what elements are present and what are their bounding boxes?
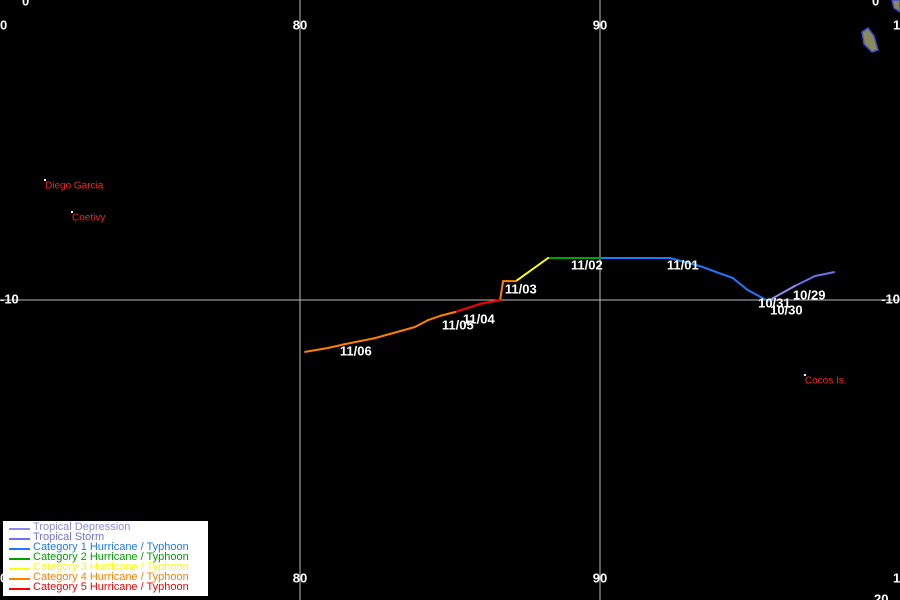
edge-label: 20 (874, 592, 888, 600)
track-segment (304, 347, 329, 353)
date-label: 10/30 (770, 303, 803, 318)
place-label: Diego Garcia (45, 180, 104, 191)
track-segment (794, 275, 817, 287)
edge-label: 1 (893, 571, 900, 586)
track-segment (479, 299, 502, 305)
track-segment (731, 277, 749, 292)
place-label: Coetivy (72, 213, 105, 224)
legend-box (3, 521, 208, 596)
date-label: 10/31 (758, 295, 791, 310)
date-label: 11/01 (667, 258, 699, 273)
place-marker (44, 179, 46, 181)
track-segment (326, 343, 346, 349)
place-label: Cocos Is. (805, 375, 847, 386)
track-segment (454, 302, 481, 313)
legend-label: Category 4 Hurricane / Typhoon (33, 571, 189, 583)
legend-label: Category 5 Hurricane / Typhoon (33, 581, 189, 593)
date-label: 11/04 (463, 312, 496, 327)
grid-label: -10 (0, 292, 19, 307)
track-segment (814, 271, 835, 277)
grid-label: 80 (293, 18, 307, 33)
track-segment (439, 311, 457, 317)
grid-label: 80 (293, 571, 307, 586)
track-segment (698, 265, 734, 280)
legend-label: Category 3 Hurricane / Typhoon (33, 561, 189, 573)
track-segment (767, 284, 796, 302)
land (861, 26, 879, 53)
track-segment (668, 257, 701, 268)
track-segment (413, 319, 430, 328)
track-segment (344, 337, 376, 346)
date-label: 10/29 (793, 288, 826, 303)
legend-label: Category 2 Hurricane / Typhoon (33, 551, 189, 563)
track-segment (374, 326, 416, 340)
date-label: 11/02 (571, 258, 603, 273)
edge-label: 1 (893, 18, 900, 33)
track-segment (499, 280, 505, 301)
legend-label: Tropical Depression (33, 521, 130, 533)
date-label: 11/06 (340, 343, 372, 358)
grid-label: 90 (593, 571, 607, 586)
grid-label: -10 (881, 292, 900, 307)
track-segment (427, 314, 442, 322)
grid-label: 90 (593, 18, 607, 33)
date-label: 11/03 (505, 282, 537, 297)
place-marker (71, 211, 73, 214)
place-marker (803, 374, 806, 376)
legend-label: Category 1 Hurricane / Typhoon (33, 541, 189, 553)
land (891, 0, 900, 13)
track-segment (515, 257, 550, 283)
legend-label: Tropical Storm (33, 531, 104, 543)
date-label: 11/05 (442, 318, 474, 333)
track-segment (746, 289, 769, 302)
edge-label: 0 (0, 18, 7, 33)
edge-label: 0 (22, 0, 29, 9)
edge-label: 0 (872, 0, 879, 9)
